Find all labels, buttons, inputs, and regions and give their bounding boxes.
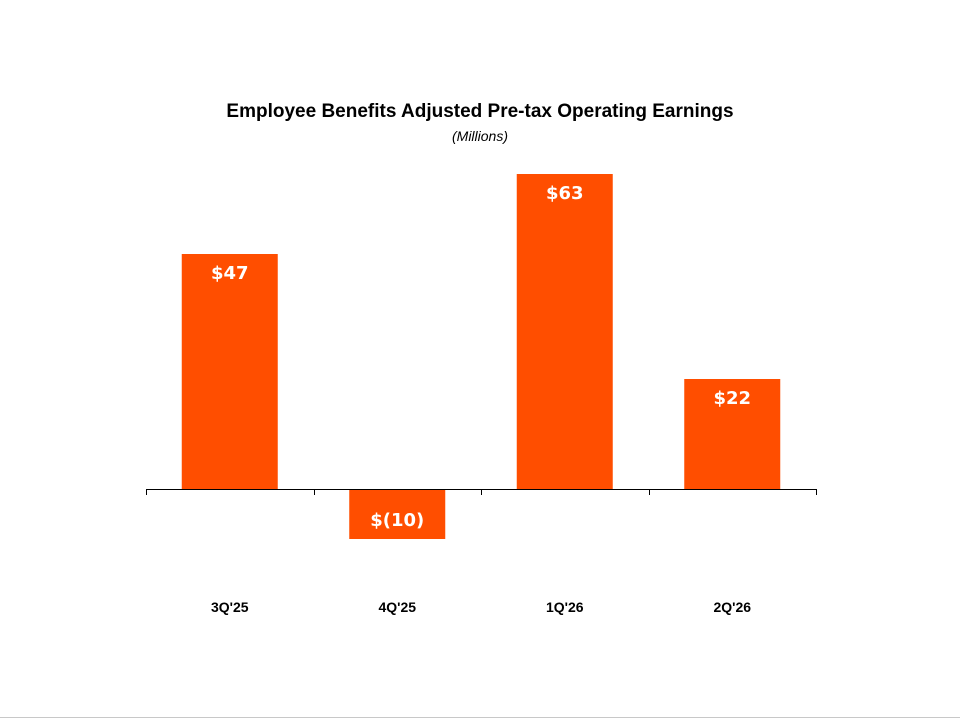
data-label-2Q'26: $22 (713, 388, 751, 409)
x-tick-label-4Q'25: 4Q'25 (378, 599, 416, 615)
x-tick-label-1Q'26: 1Q'26 (546, 599, 584, 615)
data-label-4Q'25: $(10) (370, 510, 424, 531)
bar-3Q'25 (181, 254, 278, 489)
bar-1Q'26 (516, 174, 613, 489)
x-tick-label-3Q'25: 3Q'25 (211, 599, 249, 615)
data-label-1Q'26: $63 (546, 183, 584, 204)
data-label-3Q'25: $47 (211, 263, 249, 284)
x-tick-label-2Q'26: 2Q'26 (713, 599, 751, 615)
chart-title: Employee Benefits Adjusted Pre-tax Opera… (226, 101, 734, 122)
bar-4Q'25 (349, 489, 446, 539)
chart-subtitle: (Millions) (452, 128, 508, 144)
bottom-divider (0, 717, 960, 718)
bar-2Q'26 (684, 379, 781, 489)
